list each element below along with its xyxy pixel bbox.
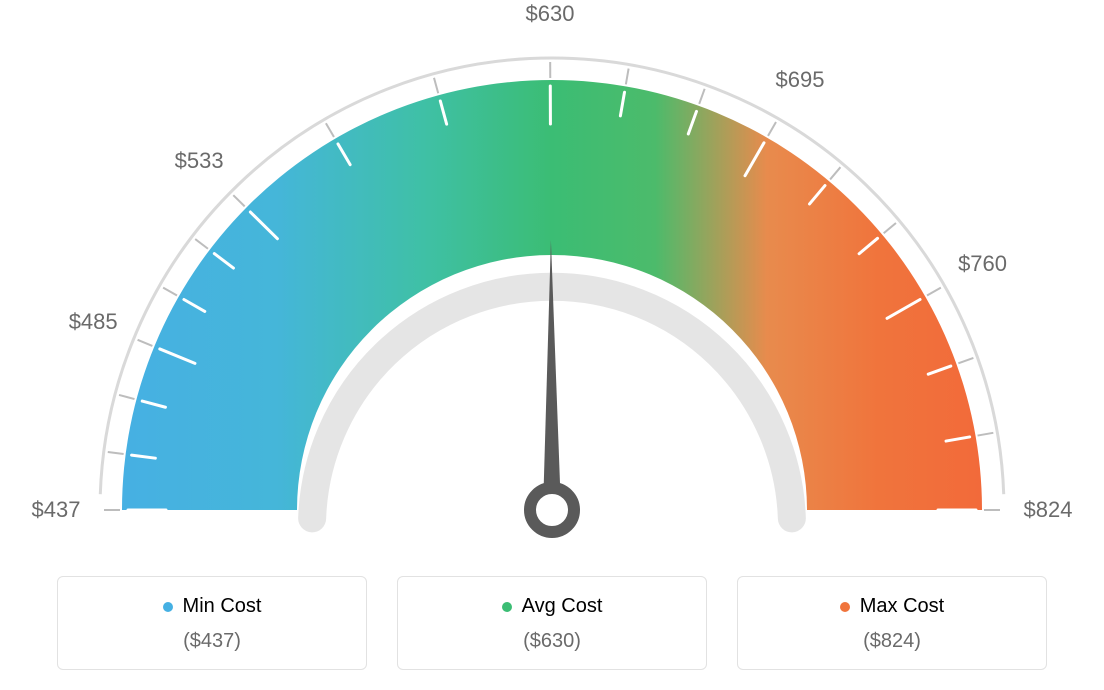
legend-max-label: Max Cost xyxy=(860,595,944,618)
gauge-tick-label: $533 xyxy=(175,148,224,174)
legend-avg-title: Avg Cost xyxy=(502,595,603,618)
gauge-tick-label: $485 xyxy=(69,309,118,335)
legend-max-value: ($824) xyxy=(748,630,1036,653)
dot-min-icon xyxy=(163,602,173,612)
legend-avg-value: ($630) xyxy=(408,630,696,653)
legend-max-card: Max Cost ($824) xyxy=(737,576,1047,670)
legend-min-title: Min Cost xyxy=(163,595,262,618)
gauge-tick-label: $760 xyxy=(958,251,1007,277)
legend-max-title: Max Cost xyxy=(840,595,944,618)
gauge-tick-label: $824 xyxy=(1024,497,1073,523)
gauge-tick-label: $437 xyxy=(32,497,81,523)
gauge-tick-label: $630 xyxy=(526,1,575,27)
dot-avg-icon xyxy=(502,602,512,612)
gauge-chart: $437 $485 $533 $630 $695 $760 $824 xyxy=(0,0,1104,560)
legend-row: Min Cost ($437) Avg Cost ($630) Max Cost… xyxy=(0,576,1104,670)
legend-min-label: Min Cost xyxy=(183,595,262,618)
dot-max-icon xyxy=(840,602,850,612)
legend-min-value: ($437) xyxy=(68,630,356,653)
gauge-tick-label: $695 xyxy=(776,67,825,93)
legend-min-card: Min Cost ($437) xyxy=(57,576,367,670)
legend-avg-label: Avg Cost xyxy=(522,595,603,618)
legend-avg-card: Avg Cost ($630) xyxy=(397,576,707,670)
gauge-svg xyxy=(0,0,1104,560)
